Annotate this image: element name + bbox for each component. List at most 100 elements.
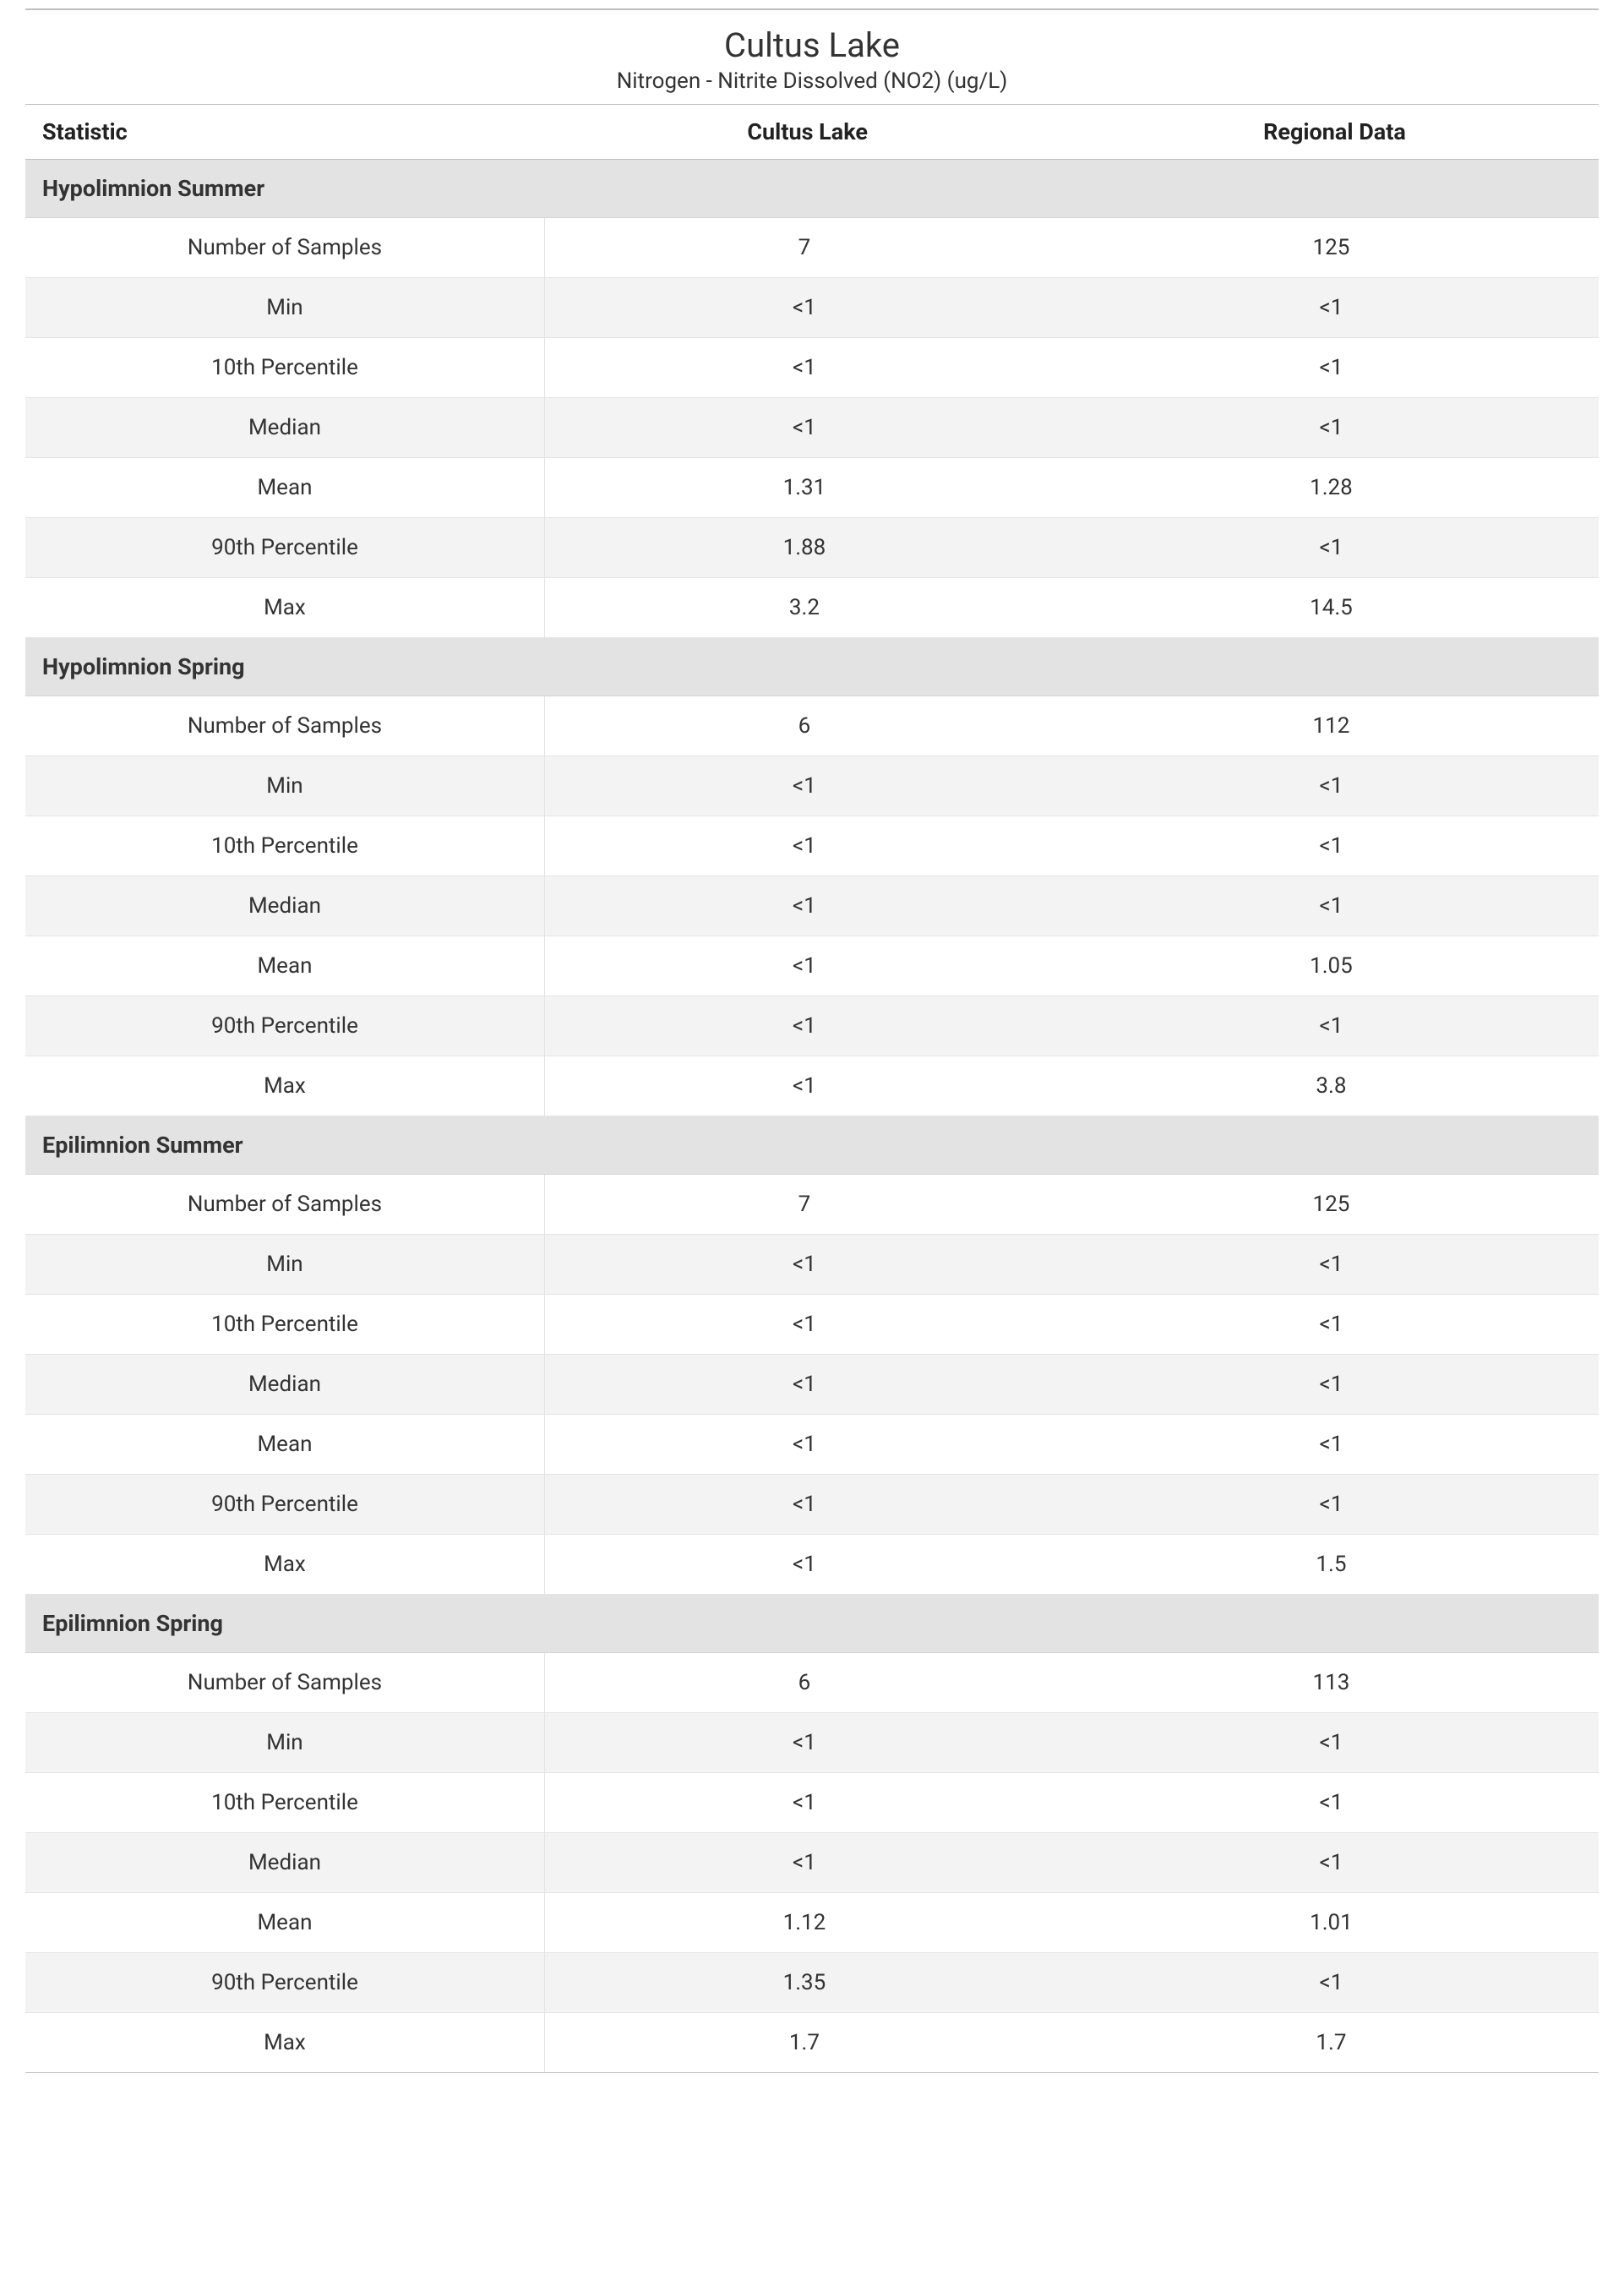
table-row: Max1.71.7 [25,2013,1599,2073]
stat-label: 90th Percentile [25,1475,544,1535]
table-row: Mean1.311.28 [25,458,1599,518]
region-value: <1 [1064,1773,1599,1833]
site-value: 1.7 [544,2013,1063,2073]
stat-label: Min [25,1235,544,1295]
site-value: 1.35 [544,1953,1063,2013]
region-value: <1 [1064,278,1599,338]
page-title: Cultus Lake [25,25,1599,65]
region-value: 1.05 [1064,936,1599,996]
site-value: 7 [544,218,1063,278]
region-value: <1 [1064,756,1599,816]
report-page: Cultus Lake Nitrogen - Nitrite Dissolved… [0,0,1624,2107]
site-value: <1 [544,1415,1063,1475]
table-row: Min<1<1 [25,756,1599,816]
table-row: Min<1<1 [25,1235,1599,1295]
site-value: <1 [544,996,1063,1056]
table-row: 10th Percentile<1<1 [25,816,1599,876]
site-value: <1 [544,1773,1063,1833]
table-row: Median<1<1 [25,876,1599,936]
section-header: Epilimnion Spring [25,1595,1599,1653]
stat-label: Number of Samples [25,218,544,278]
region-value: <1 [1064,1415,1599,1475]
site-value: 1.88 [544,518,1063,578]
stat-label: Min [25,756,544,816]
region-value: 113 [1064,1653,1599,1713]
table-row: Mean<11.05 [25,936,1599,996]
col-header-statistic: Statistic [25,105,544,160]
table-row: Number of Samples7125 [25,218,1599,278]
stat-label: Median [25,398,544,458]
table-row: 90th Percentile1.88<1 [25,518,1599,578]
site-value: <1 [544,936,1063,996]
region-value: <1 [1064,338,1599,398]
site-value: <1 [544,1235,1063,1295]
stat-label: 10th Percentile [25,1773,544,1833]
site-value: <1 [544,1355,1063,1415]
site-value: <1 [544,1475,1063,1535]
stat-label: Max [25,1535,544,1595]
table-row: Number of Samples7125 [25,1175,1599,1235]
region-value: <1 [1064,1953,1599,2013]
section-header: Hypolimnion Spring [25,638,1599,696]
table-row: Max3.214.5 [25,578,1599,638]
region-value: 125 [1064,218,1599,278]
site-value: 1.31 [544,458,1063,518]
region-value: 125 [1064,1175,1599,1235]
region-value: 1.7 [1064,2013,1599,2073]
site-value: <1 [544,1056,1063,1116]
region-value: 112 [1064,696,1599,756]
site-value: <1 [544,816,1063,876]
site-value: <1 [544,876,1063,936]
table-row: 90th Percentile1.35<1 [25,1953,1599,2013]
section-title: Epilimnion Summer [25,1116,1599,1175]
table-row: 90th Percentile<1<1 [25,996,1599,1056]
section-header: Epilimnion Summer [25,1116,1599,1175]
table-row: Min<1<1 [25,1713,1599,1773]
stat-label: Median [25,1355,544,1415]
site-value: <1 [544,1295,1063,1355]
stat-label: Mean [25,1415,544,1475]
page-subtitle: Nitrogen - Nitrite Dissolved (NO2) (ug/L… [25,68,1599,94]
table-row: Max<11.5 [25,1535,1599,1595]
site-value: <1 [544,1833,1063,1893]
col-header-site: Cultus Lake [544,105,1063,160]
table-row: Median<1<1 [25,398,1599,458]
stat-label: Mean [25,936,544,996]
stat-label: Min [25,278,544,338]
stat-label: Max [25,578,544,638]
site-value: <1 [544,1535,1063,1595]
region-value: <1 [1064,518,1599,578]
region-value: <1 [1064,1235,1599,1295]
region-value: 1.01 [1064,1893,1599,1953]
stat-label: 90th Percentile [25,518,544,578]
stat-label: Median [25,1833,544,1893]
table-row: Number of Samples6113 [25,1653,1599,1713]
stat-label: Max [25,1056,544,1116]
site-value: <1 [544,338,1063,398]
region-value: <1 [1064,1355,1599,1415]
site-value: <1 [544,278,1063,338]
table-row: Number of Samples6112 [25,696,1599,756]
region-value: 3.8 [1064,1056,1599,1116]
site-value: 3.2 [544,578,1063,638]
table-row: Mean1.121.01 [25,1893,1599,1953]
site-value: <1 [544,398,1063,458]
stat-label: 10th Percentile [25,816,544,876]
site-value: 1.12 [544,1893,1063,1953]
stat-label: 10th Percentile [25,338,544,398]
stat-label: Number of Samples [25,1653,544,1713]
column-header-row: Statistic Cultus Lake Regional Data [25,105,1599,160]
region-value: 1.28 [1064,458,1599,518]
stat-label: Number of Samples [25,1175,544,1235]
region-value: 14.5 [1064,578,1599,638]
region-value: <1 [1064,1475,1599,1535]
section-title: Hypolimnion Summer [25,160,1599,218]
region-value: <1 [1064,1713,1599,1773]
table-row: 10th Percentile<1<1 [25,1773,1599,1833]
col-header-region: Regional Data [1064,105,1599,160]
stat-label: Number of Samples [25,696,544,756]
table-body: Hypolimnion SummerNumber of Samples7125M… [25,160,1599,2073]
section-title: Epilimnion Spring [25,1595,1599,1653]
site-value: <1 [544,1713,1063,1773]
stat-label: Mean [25,458,544,518]
